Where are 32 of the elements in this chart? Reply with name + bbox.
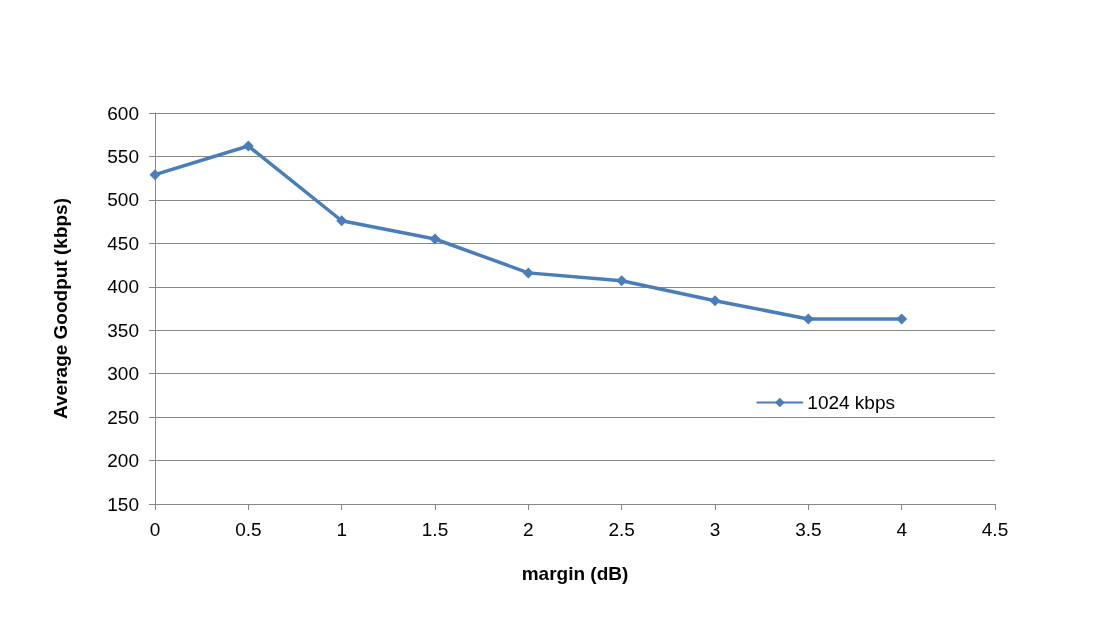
x-axis-title: margin (dB) xyxy=(521,563,629,584)
point xyxy=(149,169,161,181)
y-tick-label: 500 xyxy=(107,189,139,211)
point xyxy=(522,267,534,279)
x-tick-label: 4 xyxy=(896,519,908,540)
y-tick-label: 600 xyxy=(107,102,139,124)
x-tick-label: 1 xyxy=(336,519,347,540)
legend-label: 1024 kbps xyxy=(807,392,896,413)
x-tick-label: 1.5 xyxy=(421,519,449,540)
y-tick-label: 200 xyxy=(107,450,139,472)
y-tick-label: 150 xyxy=(107,493,139,515)
point xyxy=(242,140,254,152)
y-tick-label: 550 xyxy=(107,145,139,167)
x-tick-label: 0 xyxy=(149,519,161,540)
x-tick-label: 3 xyxy=(709,519,721,540)
point xyxy=(709,295,721,307)
y-axis-title: Average Goodput (kbps) xyxy=(50,198,71,419)
x-tick-label: 4.5 xyxy=(981,519,1009,540)
y-tick-label: 400 xyxy=(107,276,139,298)
y-tick-label: 250 xyxy=(107,406,139,428)
point xyxy=(896,313,908,325)
x-tick-label: 2.5 xyxy=(608,519,635,540)
x-tick-label: 0.5 xyxy=(235,519,262,540)
y-tick-label: 300 xyxy=(107,363,139,385)
point xyxy=(616,275,628,287)
y-tick-label: 350 xyxy=(107,319,139,341)
point xyxy=(336,215,348,227)
x-tick-label: 3.5 xyxy=(795,519,822,540)
point xyxy=(802,313,814,325)
x-tick-label: 2 xyxy=(523,519,534,540)
y-tick-label: 450 xyxy=(107,232,139,254)
point xyxy=(429,233,441,245)
